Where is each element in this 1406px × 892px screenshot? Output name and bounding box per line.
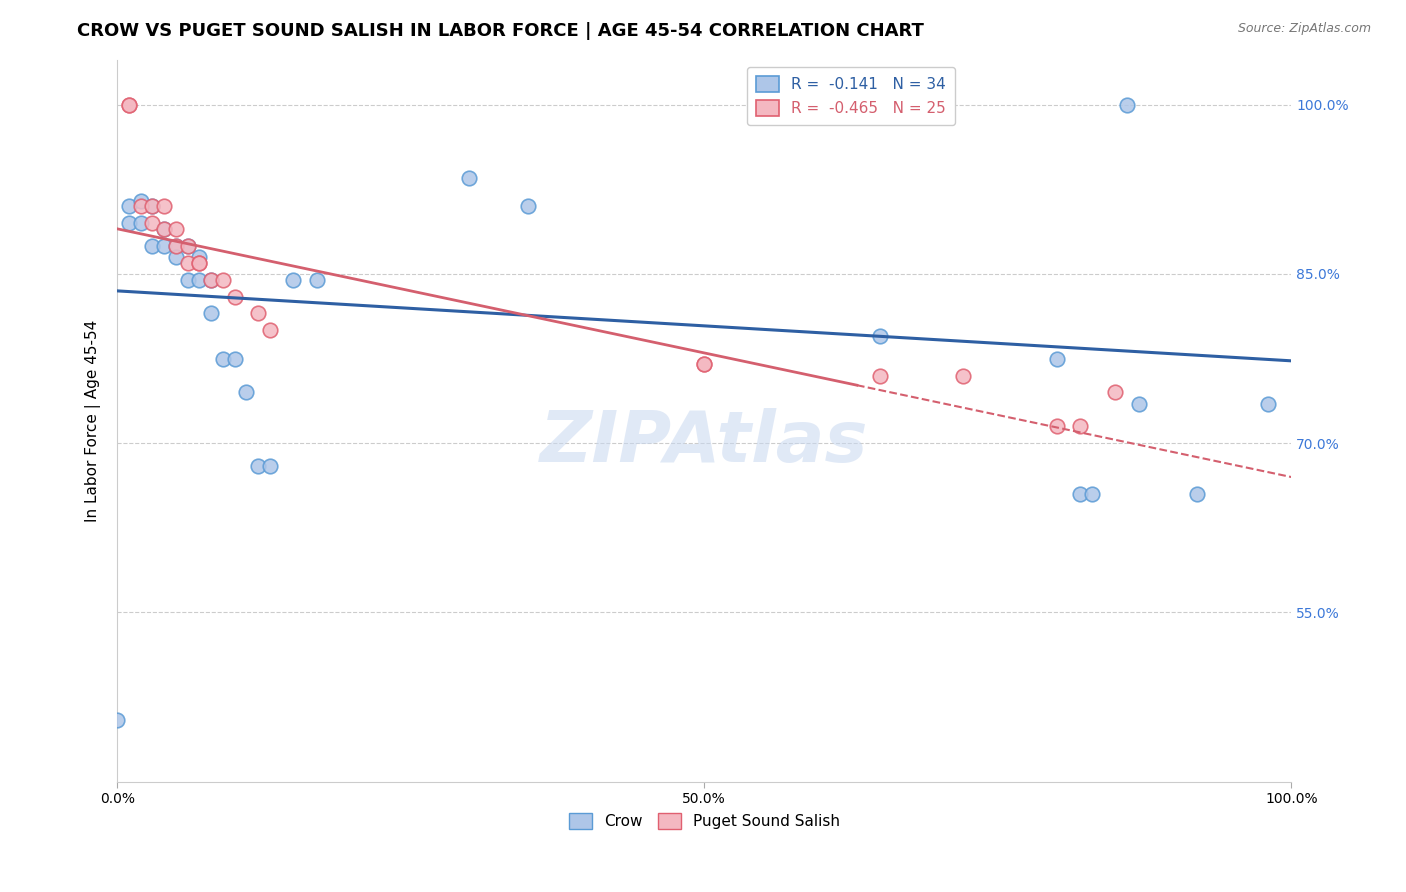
Point: [141, 239, 163, 253]
Point: [283, 272, 305, 286]
Point: [129, 216, 152, 230]
Point: [153, 239, 176, 253]
Point: [188, 255, 211, 269]
Point: [693, 357, 716, 371]
Point: [177, 255, 200, 269]
Point: [1045, 351, 1067, 366]
Point: [1045, 419, 1067, 434]
Point: [177, 239, 200, 253]
Point: [129, 199, 152, 213]
Point: [517, 199, 540, 213]
Point: [165, 239, 187, 253]
Point: [1187, 487, 1209, 501]
Point: [869, 368, 891, 383]
Text: ZIPAtlas: ZIPAtlas: [540, 408, 869, 477]
Point: [1080, 487, 1102, 501]
Point: [105, 713, 128, 727]
Text: Source: ZipAtlas.com: Source: ZipAtlas.com: [1237, 22, 1371, 36]
Text: CROW VS PUGET SOUND SALISH IN LABOR FORCE | AGE 45-54 CORRELATION CHART: CROW VS PUGET SOUND SALISH IN LABOR FORC…: [77, 22, 924, 40]
Point: [165, 250, 187, 264]
Point: [1257, 397, 1279, 411]
Point: [165, 239, 187, 253]
Point: [118, 97, 141, 112]
Point: [1069, 419, 1091, 434]
Point: [153, 199, 176, 213]
Point: [235, 385, 257, 400]
Point: [177, 239, 200, 253]
Point: [188, 250, 211, 264]
Point: [224, 289, 246, 303]
Point: [305, 272, 328, 286]
Point: [200, 306, 222, 320]
Point: [869, 329, 891, 343]
Point: [118, 216, 141, 230]
Point: [188, 255, 211, 269]
Point: [118, 199, 141, 213]
Point: [1069, 487, 1091, 501]
Point: [129, 194, 152, 208]
Point: [458, 171, 481, 186]
Point: [212, 272, 235, 286]
Point: [259, 458, 281, 473]
Point: [141, 216, 163, 230]
Point: [247, 458, 270, 473]
Point: [153, 222, 176, 236]
Point: [259, 323, 281, 337]
Point: [1116, 97, 1139, 112]
Point: [224, 351, 246, 366]
Point: [153, 222, 176, 236]
Point: [1128, 397, 1150, 411]
Point: [247, 306, 270, 320]
Point: [118, 97, 141, 112]
Point: [177, 272, 200, 286]
Y-axis label: In Labor Force | Age 45-54: In Labor Force | Age 45-54: [86, 319, 101, 522]
Point: [188, 272, 211, 286]
Point: [693, 357, 716, 371]
Legend: Crow, Puget Sound Salish: Crow, Puget Sound Salish: [562, 807, 846, 836]
Point: [952, 368, 974, 383]
Point: [165, 222, 187, 236]
Point: [141, 199, 163, 213]
Point: [141, 199, 163, 213]
Point: [1104, 385, 1126, 400]
Point: [200, 272, 222, 286]
Point: [212, 351, 235, 366]
Point: [200, 272, 222, 286]
